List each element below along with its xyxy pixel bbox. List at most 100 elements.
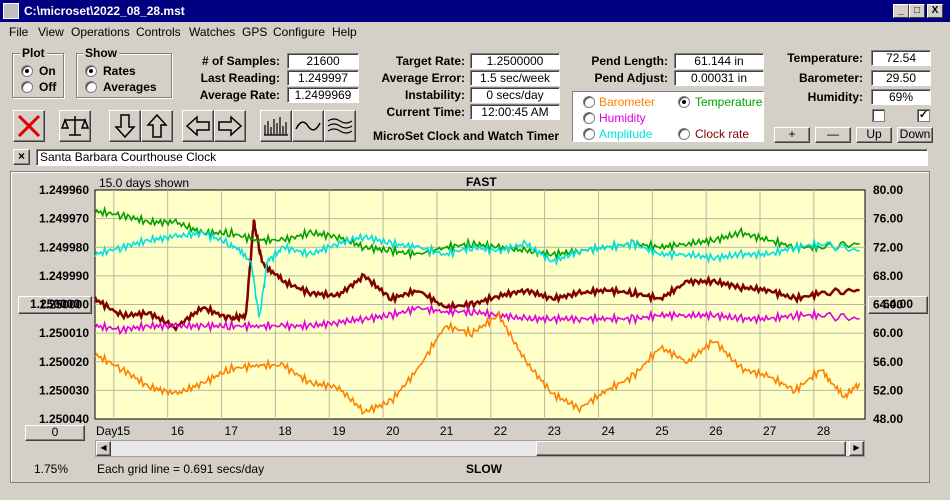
multi-wave-button[interactable] (324, 110, 356, 142)
show-averages-radio[interactable] (85, 81, 97, 93)
menu-help[interactable]: Help (332, 25, 357, 39)
clock-rate-radio[interactable] (678, 128, 690, 140)
arrow-up-button[interactable] (141, 110, 173, 142)
samples-field: 21600 (287, 53, 359, 69)
menu-controls[interactable]: Controls (136, 25, 181, 39)
y-right-tick-label: 60.00 (873, 326, 903, 340)
average-error-label: Average Error: (381, 71, 465, 85)
menu-watches[interactable]: Watches (189, 25, 236, 39)
y-left-tick-label: 1.250030 (39, 383, 89, 397)
histogram-icon (264, 117, 288, 136)
scale-up-button[interactable]: Up (856, 127, 892, 143)
scale-down-button[interactable]: Down (897, 127, 933, 143)
arrow-left-button[interactable] (182, 110, 214, 142)
target-rate-label: Target Rate: (395, 54, 465, 68)
show-rates-radio[interactable] (85, 65, 97, 77)
plot-group-title: Plot (20, 46, 47, 60)
target-rate-field[interactable]: 1.2500000 (470, 53, 560, 69)
histogram-button[interactable] (260, 110, 292, 142)
instability-field: 0 secs/day (470, 87, 560, 103)
left-center-button[interactable]: 1.250000 (18, 296, 92, 314)
pend-length-field[interactable]: 61.144 in (674, 53, 764, 69)
minimize-button[interactable]: _ (893, 4, 909, 18)
maximize-button[interactable]: □ (909, 4, 925, 18)
pend-adjust-field: 0.00031 in (674, 70, 764, 86)
scale-minus-button[interactable]: — (815, 127, 851, 143)
wave-button[interactable] (292, 110, 324, 142)
time-scrollbar[interactable]: ◀ ▶ (95, 440, 865, 457)
barometer-field: 29.50 (871, 70, 931, 86)
pend-length-label: Pend Length: (591, 54, 668, 68)
scroll-right-button[interactable]: ▶ (849, 441, 864, 456)
x-tick-label: 16 (171, 424, 185, 438)
y-right-tick-label: 52.00 (873, 383, 903, 397)
amplitude-radio[interactable] (583, 128, 595, 140)
scale-plus-button[interactable]: + (774, 127, 810, 143)
scroll-left-button[interactable]: ◀ (96, 441, 111, 456)
x-tick-label: 25 (655, 424, 669, 438)
y-right-tick-label: 80.00 (873, 183, 903, 197)
y-left-tick-label: 1.250020 (39, 355, 89, 369)
option-checkbox-2[interactable]: ✓ (917, 109, 930, 122)
y-right-tick-label: 72.00 (873, 240, 903, 254)
x-tick-label: 27 (763, 424, 777, 438)
clock-name-field[interactable]: Santa Barbara Courthouse Clock (36, 149, 928, 166)
percent-label: 1.75% (34, 462, 69, 476)
last-reading-label: Last Reading: (200, 71, 280, 85)
series-line (94, 302, 860, 336)
y-right-tick-label: 56.00 (873, 355, 903, 369)
day-axis-label: Day: (96, 424, 121, 438)
barometer-radio[interactable] (583, 96, 595, 108)
menu-gps[interactable]: GPS (242, 25, 268, 39)
temperature-field: 72.54 (871, 50, 931, 66)
samples-label: # of Samples: (201, 54, 280, 68)
menu-operations[interactable]: Operations (71, 25, 130, 39)
arrow-down-button[interactable] (109, 110, 141, 142)
right-center-button[interactable]: 64.00 (868, 296, 928, 314)
app-icon[interactable] (3, 3, 19, 19)
arrow-right-button[interactable] (214, 110, 246, 142)
scroll-thumb[interactable] (536, 441, 846, 456)
option-checkbox-1[interactable] (872, 109, 885, 122)
x-tick-label: 18 (278, 424, 292, 438)
temperature-radio[interactable] (678, 96, 690, 108)
x-tick-label: 17 (225, 424, 239, 438)
balance-button[interactable] (59, 110, 91, 142)
slow-label: SLOW (466, 462, 502, 476)
current-time-label: Current Time: (386, 105, 465, 119)
y-left-tick-label: 1.250040 (39, 412, 89, 426)
arrow-down-icon (114, 114, 136, 139)
y-left-tick-label: 1.249970 (39, 212, 89, 226)
series-line (94, 309, 861, 416)
show-rates-label: Rates (103, 64, 136, 78)
x-tick-label: 22 (494, 424, 508, 438)
grid-note: Each grid line = 0.691 secs/day (97, 462, 265, 476)
close-button[interactable]: X (927, 4, 943, 18)
menu-view[interactable]: View (38, 25, 64, 39)
instability-label: Instability: (404, 88, 465, 102)
show-group (76, 53, 172, 98)
x-tick-label: 21 (440, 424, 454, 438)
menu-configure[interactable]: Configure (273, 25, 326, 39)
y-left-tick-label: 1.250010 (39, 326, 89, 340)
plot-off-radio[interactable] (21, 81, 33, 93)
x-tick-label: 23 (548, 424, 562, 438)
y-left-tick-label: 1.249980 (39, 240, 89, 254)
clear-clock-name-button[interactable]: × (13, 149, 30, 165)
series-line (94, 228, 860, 318)
humidity-option-label: Humidity (599, 111, 646, 125)
cancel-button[interactable] (13, 110, 45, 142)
humidity-field: 69% (871, 89, 931, 105)
y-right-tick-label: 76.00 (873, 212, 903, 226)
plot-on-radio[interactable] (21, 65, 33, 77)
chart-panel (10, 171, 930, 483)
menu-file[interactable]: File (9, 25, 29, 39)
arrow-up-icon (146, 113, 168, 138)
amplitude-option-label: Amplitude (599, 127, 653, 141)
humidity-radio[interactable] (583, 112, 595, 124)
x-tick-label: 20 (386, 424, 400, 438)
arrow-right-icon (218, 115, 243, 137)
y-right-tick-label: 64.00 (873, 298, 903, 312)
clock-rate-option-label: Clock rate (695, 127, 750, 141)
zero-button[interactable]: 0 (25, 425, 85, 441)
